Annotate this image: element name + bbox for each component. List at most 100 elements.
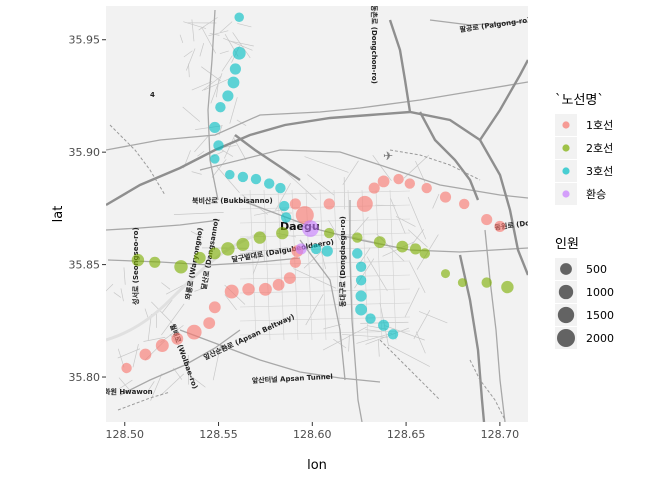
- grid-street: [333, 189, 341, 341]
- minor-street: [409, 261, 426, 294]
- point-2호선-6: [236, 237, 250, 251]
- boundary-line: [117, 391, 171, 411]
- minor-street: [161, 303, 185, 336]
- minor-street: [161, 282, 171, 290]
- point-1호선-21: [404, 178, 415, 189]
- minor-street: [372, 154, 392, 181]
- road-label-apsan-tunnel: 앞산터널 Apsan Tunnel: [252, 372, 333, 385]
- size-label: 500: [586, 263, 607, 276]
- main-road: [484, 229, 506, 422]
- highway: [388, 19, 412, 113]
- minor-street: [188, 63, 190, 78]
- minor-street: [173, 211, 224, 215]
- minor-street: [191, 81, 213, 91]
- minor-street: [432, 193, 440, 209]
- minor-street: [215, 79, 220, 98]
- point-1호선-5: [203, 317, 216, 329]
- minor-street: [377, 339, 380, 357]
- minor-street: [203, 78, 230, 91]
- minor-street: [413, 310, 431, 340]
- minor-street: [384, 325, 425, 341]
- x-tick-label: 128.55: [199, 428, 238, 441]
- grid-street: [263, 189, 271, 341]
- minor-street: [219, 50, 229, 54]
- minor-street: [224, 294, 237, 311]
- point-3호선-23: [365, 313, 376, 324]
- grid-street: [375, 189, 383, 341]
- point-1호선-26: [494, 220, 506, 232]
- point-1호선-16: [323, 198, 335, 210]
- main-road: [106, 219, 221, 231]
- minor-street: [199, 43, 205, 57]
- minor-street: [183, 50, 193, 58]
- x-tick-label: 128.65: [387, 428, 426, 441]
- minor-street: [252, 256, 261, 275]
- point-2호선-13: [409, 243, 422, 255]
- point-3호선-16: [310, 243, 322, 255]
- highway: [479, 59, 528, 141]
- legend-label: 1호선: [586, 119, 613, 132]
- grid-street: [239, 190, 411, 196]
- point-1호선-9: [258, 282, 272, 296]
- main-road: [179, 329, 381, 383]
- point-3호선-1: [232, 46, 246, 60]
- point-2호선-18: [501, 280, 514, 294]
- minor-street: [415, 331, 426, 354]
- x-tick-label: 128.70: [481, 428, 520, 441]
- minor-street: [333, 338, 347, 349]
- minor-street: [229, 97, 238, 124]
- point-1호선-8: [242, 283, 255, 296]
- grid-street: [389, 189, 397, 341]
- grid-street: [319, 189, 327, 341]
- minor-street: [191, 171, 202, 175]
- point-1호선-25: [481, 214, 493, 226]
- point-1호선-24: [459, 198, 470, 210]
- point-1호선-3: [171, 332, 184, 345]
- point-2호선-15: [441, 269, 450, 279]
- point-1호선-7: [224, 284, 239, 299]
- minor-street: [201, 26, 217, 54]
- main-road: [119, 329, 241, 396]
- minor-street: [182, 106, 201, 122]
- grid-street: [347, 189, 355, 341]
- minor-street: [197, 150, 205, 157]
- minor-street: [404, 287, 420, 318]
- point-3호선-18: [352, 248, 363, 259]
- point-2호선-9: [324, 227, 335, 239]
- minor-street: [194, 135, 209, 153]
- size-key-2000: [557, 329, 575, 347]
- point-2호선-2: [174, 260, 188, 274]
- minor-street: [365, 327, 409, 345]
- main-road: [106, 81, 528, 151]
- x-axis-title: lon: [307, 458, 327, 473]
- main-road: [429, 19, 528, 26]
- point-3호선-7: [213, 140, 224, 151]
- point-1호선-4: [186, 324, 202, 340]
- minor-street: [183, 21, 207, 29]
- legend-key-1호선: [562, 121, 570, 129]
- legend-label: 환승: [586, 188, 606, 201]
- map-background: [106, 6, 528, 422]
- minor-street: [118, 379, 133, 390]
- airport-icon: ✈: [383, 149, 393, 163]
- legend-label: 3호선: [586, 165, 613, 178]
- main-road: [207, 9, 219, 201]
- minor-street: [223, 134, 236, 159]
- point-2호선-17: [481, 277, 492, 288]
- minor-street: [365, 329, 381, 332]
- point-3호선-3: [227, 76, 240, 89]
- minor-street: [307, 174, 335, 196]
- map-panel: ✈ 북비산로 (Bukbisanno) 팔공로 (Palgong-ro) 와룡로…: [104, 6, 528, 422]
- point-3호선-25: [387, 329, 399, 340]
- data-points: [121, 12, 514, 374]
- minor-street: [151, 301, 173, 324]
- highway: [106, 110, 528, 276]
- y-tick-label: 35.85: [69, 259, 101, 272]
- boundary-line: [379, 339, 441, 401]
- road-label-hwawon: 화원 Hwawon: [104, 387, 153, 396]
- grid-street: [239, 218, 411, 224]
- point-1호선-14: [295, 206, 314, 225]
- minor-street: [322, 326, 367, 351]
- minor-street: [210, 73, 223, 104]
